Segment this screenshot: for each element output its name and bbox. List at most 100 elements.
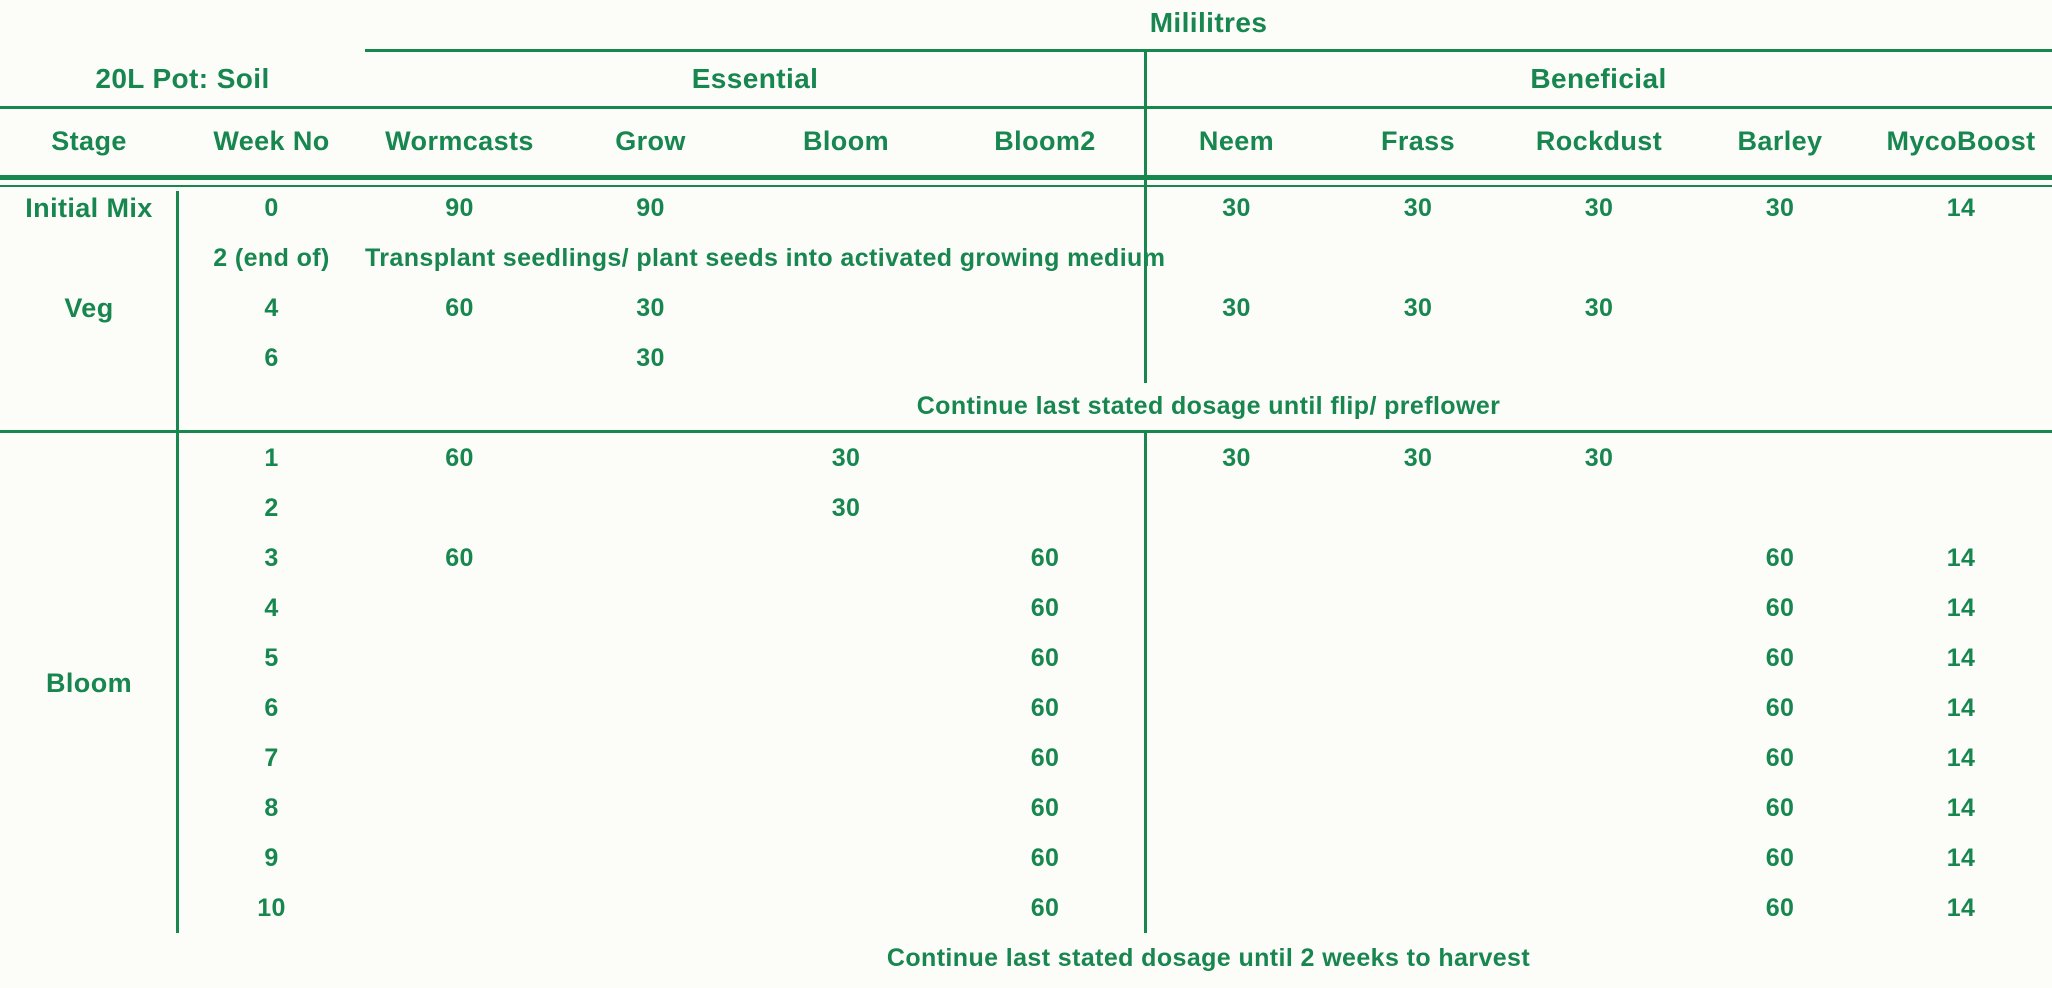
column-header-barley: Barley [1737, 126, 1823, 156]
table-row: 0 90 90 30 30 30 30 14 [0, 183, 2052, 233]
value-cell: 14 [1946, 193, 1976, 222]
value-cell: 60 [1030, 593, 1060, 622]
value-cell: 30 [1403, 293, 1433, 322]
value-cell: 30 [1222, 443, 1251, 472]
week-cell: 1 [264, 443, 279, 472]
week-cell: 4 [264, 593, 279, 622]
week-cell: 6 [264, 693, 279, 722]
note-cell: Continue last stated dosage until flip/ … [916, 392, 1501, 420]
value-cell: 30 [1765, 193, 1795, 222]
value-cell: 30 [831, 443, 861, 472]
value-cell: 30 [1403, 443, 1433, 472]
value-cell: 30 [831, 493, 861, 522]
value-cell: 60 [1765, 893, 1795, 922]
value-cell: 90 [636, 193, 665, 222]
value-cell: 14 [1946, 593, 1976, 622]
value-cell: 30 [636, 293, 665, 322]
value-cell: 90 [445, 193, 474, 222]
week-cell: 2 [264, 493, 279, 522]
note-cell: Transplant seedlings/ plant seeds into a… [365, 243, 1166, 272]
table-row: 9 60 60 14 [0, 833, 2052, 883]
value-cell: 14 [1946, 693, 1976, 722]
group-divider-lower [1144, 433, 1147, 933]
week-cell: 5 [264, 643, 279, 672]
value-cell: 60 [1765, 743, 1795, 772]
value-cell: 60 [1030, 543, 1060, 572]
group-divider-upper [1144, 52, 1147, 383]
week-cell: 6 [264, 343, 279, 372]
value-cell: 14 [1946, 893, 1976, 922]
value-cell: 60 [1765, 793, 1795, 822]
week-cell: 7 [264, 743, 279, 772]
value-cell: 60 [1030, 793, 1060, 822]
week-cell: 4 [264, 293, 279, 322]
column-header-mycoboost: MycoBoost [1886, 126, 2036, 156]
value-cell: 30 [1222, 293, 1251, 322]
value-cell: 60 [1765, 843, 1795, 872]
stage-label-initial-mix: Initial Mix [25, 192, 153, 223]
value-cell: 30 [636, 343, 665, 372]
pot-size-label: 20L Pot: Soil [95, 63, 270, 94]
table-row: 4 60 60 14 [0, 583, 2052, 633]
value-cell: 30 [1584, 443, 1614, 472]
note-cell: Continue last stated dosage until 2 week… [886, 943, 1531, 972]
table-row: 5 60 60 14 [0, 633, 2052, 683]
table-row: 6 30 [0, 333, 2052, 383]
table-row: 7 60 60 14 [0, 733, 2052, 783]
value-cell: 60 [445, 443, 474, 472]
column-header-rule-thick [0, 175, 2052, 180]
value-cell: 14 [1946, 793, 1976, 822]
column-header-stage: Stage [51, 126, 127, 156]
column-header-bloom2: Bloom2 [994, 126, 1096, 156]
column-header-frass: Frass [1380, 126, 1456, 156]
value-cell: 60 [1765, 643, 1795, 672]
table-row: 1 60 30 30 30 30 [0, 433, 2052, 483]
value-cell: 14 [1946, 743, 1976, 772]
table-row: 8 60 60 14 [0, 783, 2052, 833]
week-cell: 10 [257, 893, 286, 922]
value-cell: 60 [1765, 693, 1795, 722]
value-cell: 60 [445, 293, 474, 322]
column-header-bloom: Bloom [803, 126, 889, 156]
stage-column-divider [176, 191, 179, 933]
column-header-row: Stage Week No Wormcasts Grow Bloom Bloom… [0, 108, 2052, 175]
column-header-wormcasts: Wormcasts [385, 126, 534, 156]
value-cell: 30 [1584, 293, 1614, 322]
table-body: 0 90 90 30 30 30 30 14 2 (end of) Transplant seed… [0, 183, 2052, 983]
value-cell: 60 [1765, 593, 1795, 622]
stage-label-veg: Veg [64, 292, 114, 323]
table-row: 6 60 60 14 [0, 683, 2052, 733]
table-row: 2 30 [0, 483, 2052, 533]
value-cell: 14 [1946, 543, 1976, 572]
value-cell: 60 [1030, 743, 1060, 772]
value-cell: 60 [1030, 693, 1060, 722]
week-cell: 0 [264, 193, 279, 222]
units-underline [365, 49, 2052, 52]
table-row: 4 60 30 30 30 30 [0, 283, 2052, 333]
table-row: 10 60 60 14 [0, 883, 2052, 933]
value-cell: 30 [1222, 193, 1251, 222]
value-cell: 30 [1403, 193, 1433, 222]
group-header-row: 20L Pot: Soil Essential Beneficial [0, 52, 2052, 106]
week-cell: 9 [264, 843, 279, 872]
units-title: Mililitres [1149, 7, 1268, 38]
table-row: Continue last stated dosage until 2 week… [0, 933, 2052, 983]
group-essential-label: Essential [691, 63, 819, 94]
value-cell: 60 [1030, 843, 1060, 872]
value-cell: 60 [1030, 893, 1060, 922]
table-row: 3 60 60 60 14 [0, 533, 2052, 583]
week-cell: 3 [264, 543, 279, 572]
group-header-rule [0, 106, 2052, 109]
column-header-week-no: Week No [213, 126, 330, 156]
value-cell: 60 [1030, 643, 1060, 672]
table-row: Continue last stated dosage until flip/ … [0, 383, 2052, 433]
value-cell: 60 [1765, 543, 1795, 572]
stage-label-bloom: Bloom [46, 667, 132, 698]
column-header-grow: Grow [615, 126, 686, 156]
value-cell: 60 [445, 543, 474, 572]
table-row: 2 (end of) Transplant seedlings/ plant se… [0, 233, 2052, 283]
week-cell: 2 (end of) [213, 243, 330, 272]
value-cell: 14 [1946, 643, 1976, 672]
column-header-rule-thin [0, 185, 2052, 187]
